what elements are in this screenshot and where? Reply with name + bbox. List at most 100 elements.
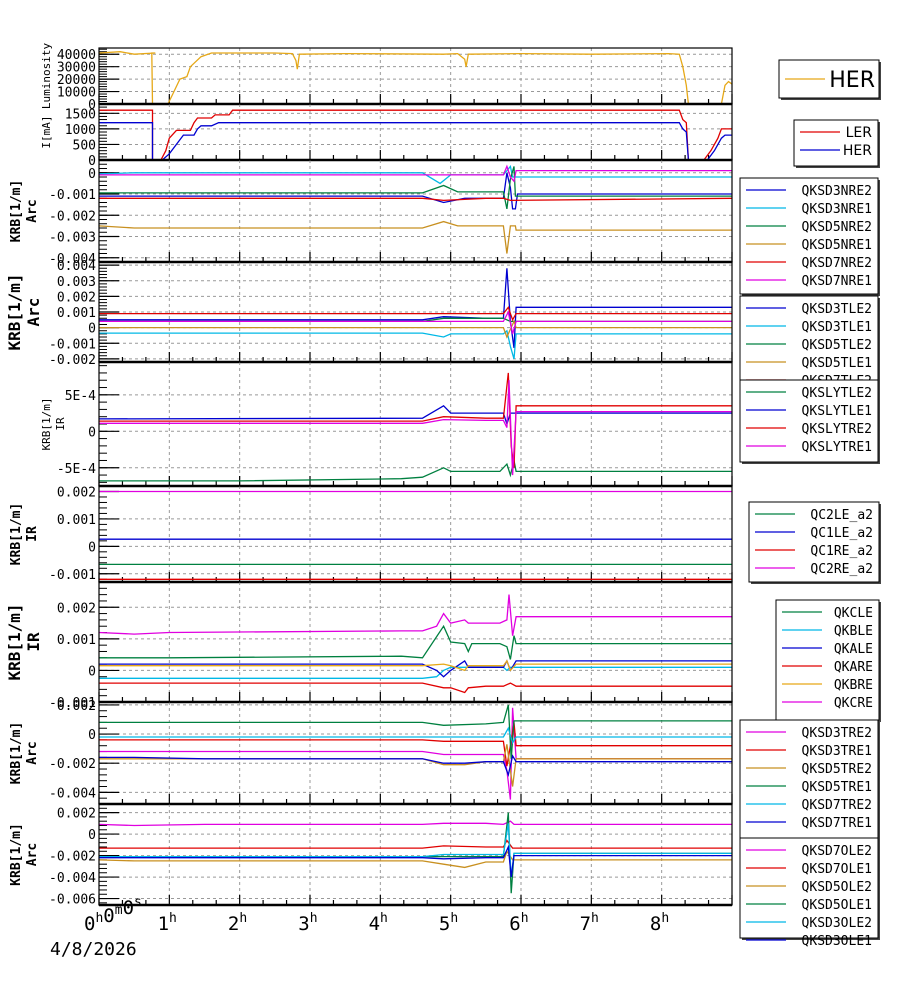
- panel-ir2: -0.001 0 0.001 0.002 KRB[1/m] IR QC2LE_a2 QC1LE…: [9, 485, 881, 584]
- panel-frame: [98, 701, 733, 805]
- series-line-qksd7tre1: [99, 754, 732, 778]
- y-axis-label: IR: [54, 417, 67, 431]
- x-tick-label: 5h: [439, 911, 458, 935]
- y-tick-label: 500: [73, 138, 96, 153]
- y-tick-label: 0.002: [57, 807, 96, 822]
- y-tick-label: 0: [88, 154, 96, 169]
- legend-label: QKSD3NRE2: [802, 184, 872, 199]
- panel-frame: [98, 47, 733, 105]
- y-tick-label: 0: [88, 322, 96, 337]
- x-tick-label: 0h0m0s: [84, 895, 142, 935]
- legend-box: [739, 837, 879, 939]
- y-axis-label: Arc: [25, 843, 40, 866]
- series-line-qksd7ole1: [99, 839, 732, 849]
- series-line-qksd3tle2: [99, 268, 732, 348]
- legend-label: QKBRE: [834, 678, 873, 693]
- y-tick-label: 0.002: [57, 699, 96, 714]
- legend-arc4: QKSD7OLE2 QKSD7OLE1 QKSD5OLE2 QKSD5OLE1 QKSD…: [739, 837, 880, 949]
- legend-label: QKCLE: [834, 606, 873, 621]
- legend-label: QKSD7NRE2: [802, 256, 872, 271]
- y-tick-label: -5E-4: [57, 462, 96, 477]
- series-line-qkslytle1: [99, 404, 732, 427]
- legend-label: QKSLYTRE1: [802, 440, 872, 455]
- legend-label: QKALE: [834, 642, 873, 657]
- series-line-qksd3tre2: [99, 707, 732, 800]
- series-line-qksd3ole1: [99, 844, 732, 878]
- x-tick-label: 6h: [509, 911, 528, 935]
- series-line-qkcle: [99, 624, 732, 660]
- legend-box: [739, 719, 879, 841]
- series-line-qkbre: [99, 659, 732, 672]
- legend-label: QKSLYTRE2: [802, 422, 872, 437]
- legend-box: [739, 295, 879, 383]
- y-tick-label: 10000: [57, 86, 96, 101]
- legend-label: HER: [843, 143, 872, 159]
- legend-label: LER: [846, 125, 873, 141]
- series-line-qksd5nre1: [99, 220, 732, 254]
- legend-arc2: QKSD3TLE2QKSD3TLE1QKSD5TLE2QKSD5TLE1QKSD…: [739, 295, 880, 407]
- y-tick-label: 0.001: [57, 306, 96, 321]
- series-line-qksd5tre1: [99, 704, 732, 759]
- y-tick-label: -0.004: [49, 871, 96, 886]
- y-axis-label: IR: [24, 632, 43, 652]
- series-line-qkcre: [99, 594, 732, 636]
- legend-label: QC2LE_a2: [810, 508, 873, 523]
- x-tick-label: 8h: [650, 911, 669, 935]
- y-tick-label: 1500: [65, 107, 96, 122]
- y-axis-label: Arc: [24, 298, 43, 327]
- legend-label: QKSD5TLE1: [802, 356, 872, 371]
- legend-label: QKSLYTLE1: [802, 404, 872, 419]
- legend-label: QKSD3TLE2: [802, 302, 872, 317]
- y-tick-label: -0.006: [49, 893, 96, 908]
- legend-arc1: QKSD3NRE2 QKSD3NRE1 QKSD5NRE2 QKSD5NRE1 QKSD…: [739, 177, 880, 296]
- y-axis-label: Luminosity: [40, 43, 53, 110]
- series-line-ler: [99, 109, 732, 160]
- legend-box: [793, 119, 879, 167]
- y-tick-label: 0.002: [57, 485, 96, 500]
- series-line-qkale: [99, 659, 732, 678]
- legend-label: QKSD3TRE2: [802, 726, 872, 741]
- y-tick-label: 0.001: [57, 633, 96, 648]
- legend-arc3: QKSD3TRE2 QKSD3TRE1 QKSD5TRE2 QKSD5TRE1 QKSD…: [739, 719, 880, 842]
- legend-box: [775, 599, 880, 721]
- y-tick-label: 0: [88, 167, 96, 182]
- legend-luminosity: HER: [778, 59, 881, 100]
- series-line-qksd7ole2: [99, 820, 732, 827]
- series-line-qksd7tre2: [99, 726, 732, 745]
- series-line-her: [99, 122, 732, 160]
- series-line-qkslytre2: [99, 372, 732, 468]
- legend-label: QKSD5TLE2: [802, 338, 872, 353]
- y-axis-label: I[mA]: [40, 115, 53, 148]
- panel-ir3: -0.001 0 0.001 0.002 KRB[1/m] IR QKCLE QKBLE QKA…: [5, 581, 881, 722]
- series-line-qksd3tle1: [99, 329, 732, 360]
- y-tick-label: 0: [88, 540, 96, 555]
- y-tick-label: 0: [88, 98, 96, 113]
- y-tick-label: -0.001: [49, 188, 96, 203]
- legend-box: [748, 501, 880, 583]
- x-tick-label: 7h: [580, 911, 599, 935]
- legend-label: QC2RE_a2: [810, 562, 873, 577]
- legend-label: HER: [829, 68, 875, 93]
- y-tick-label: 0.002: [57, 601, 96, 616]
- y-tick-label: -0.003: [49, 231, 96, 246]
- legend-label: QKSD5NRE1: [802, 238, 872, 253]
- panel-frame: [98, 103, 733, 161]
- series-line-qksd7nre2: [99, 197, 732, 202]
- panel-frame: [98, 361, 733, 487]
- legend-label: QKSD3OLE1: [802, 934, 872, 949]
- y-tick-label: 0: [88, 828, 96, 843]
- legend-ir2: QC2LE_a2 QC1LE_a2 QC1RE_a2 QC2RE_a2: [748, 501, 881, 584]
- series-line-qksd7nre1: [99, 164, 732, 183]
- y-tick-label: -0.002: [49, 850, 96, 865]
- x-tick-label: 1h: [158, 911, 177, 935]
- legend-label: QC1LE_a2: [810, 526, 873, 541]
- x-axis: 0h0m0s 1h 2h 3h 4h 5h 6h 7h 8h: [84, 895, 669, 935]
- y-tick-label: 0: [88, 728, 96, 743]
- series-line-qkslytre1: [99, 380, 732, 476]
- series-line-qksd5tle1: [99, 319, 732, 339]
- date-label: 4/8/2026: [50, 939, 137, 960]
